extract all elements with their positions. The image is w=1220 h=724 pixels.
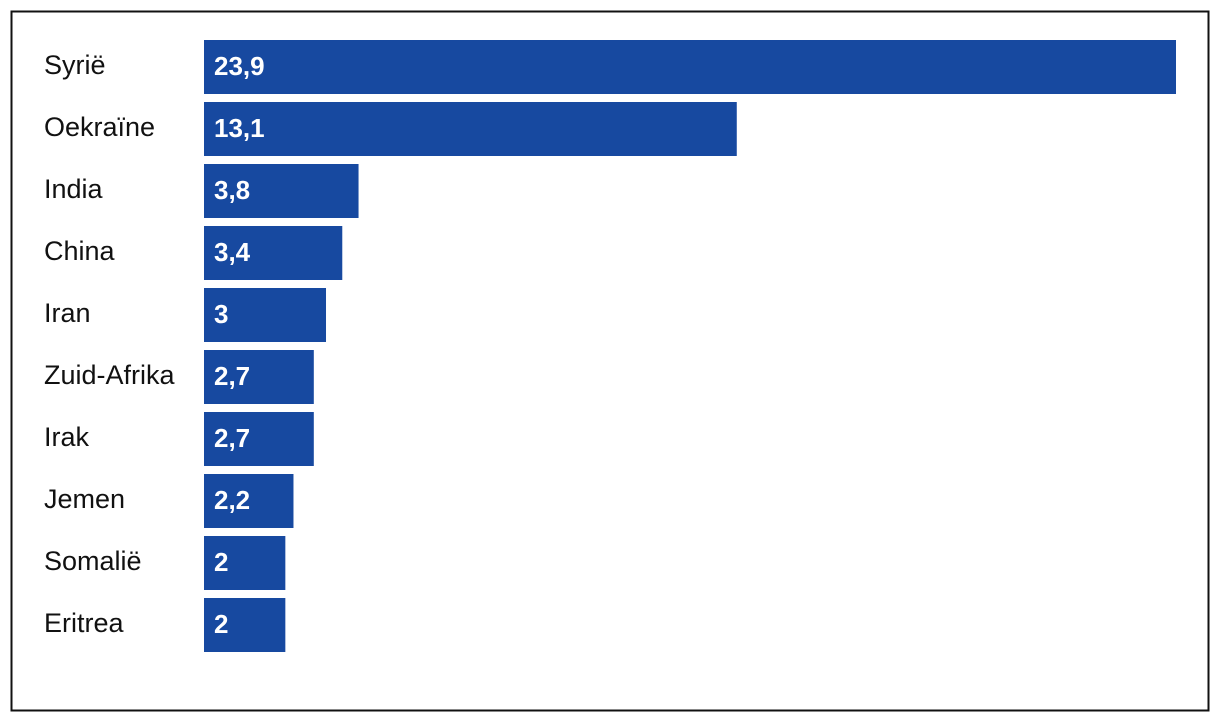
bar	[204, 536, 286, 590]
value-label: 3	[214, 299, 228, 329]
category-label: India	[44, 174, 104, 204]
value-label: 23,9	[214, 51, 265, 81]
value-label: 2,2	[214, 485, 250, 515]
category-label: Iran	[44, 298, 91, 328]
value-label: 2,7	[214, 423, 250, 453]
bar	[204, 164, 359, 218]
category-label: Somalië	[44, 546, 142, 576]
category-label: Irak	[44, 422, 90, 452]
bar	[204, 598, 286, 652]
value-label: 3,8	[214, 175, 250, 205]
value-label: 2,7	[214, 361, 250, 391]
bar	[204, 350, 314, 404]
value-label: 3,4	[214, 237, 251, 267]
category-label: Syrië	[44, 50, 106, 80]
category-label: China	[44, 236, 116, 266]
category-label: Eritrea	[44, 608, 125, 638]
bar	[204, 412, 314, 466]
bar	[204, 288, 327, 342]
bar	[204, 226, 343, 280]
bar	[204, 40, 1176, 94]
category-label: Jemen	[44, 484, 125, 514]
bar	[204, 474, 294, 528]
category-label: Oekraïne	[44, 112, 155, 142]
bar	[204, 102, 737, 156]
value-label: 2	[214, 609, 228, 639]
value-label: 13,1	[214, 113, 265, 143]
category-label: Zuid-Afrika	[44, 360, 176, 390]
value-label: 2	[214, 547, 228, 577]
